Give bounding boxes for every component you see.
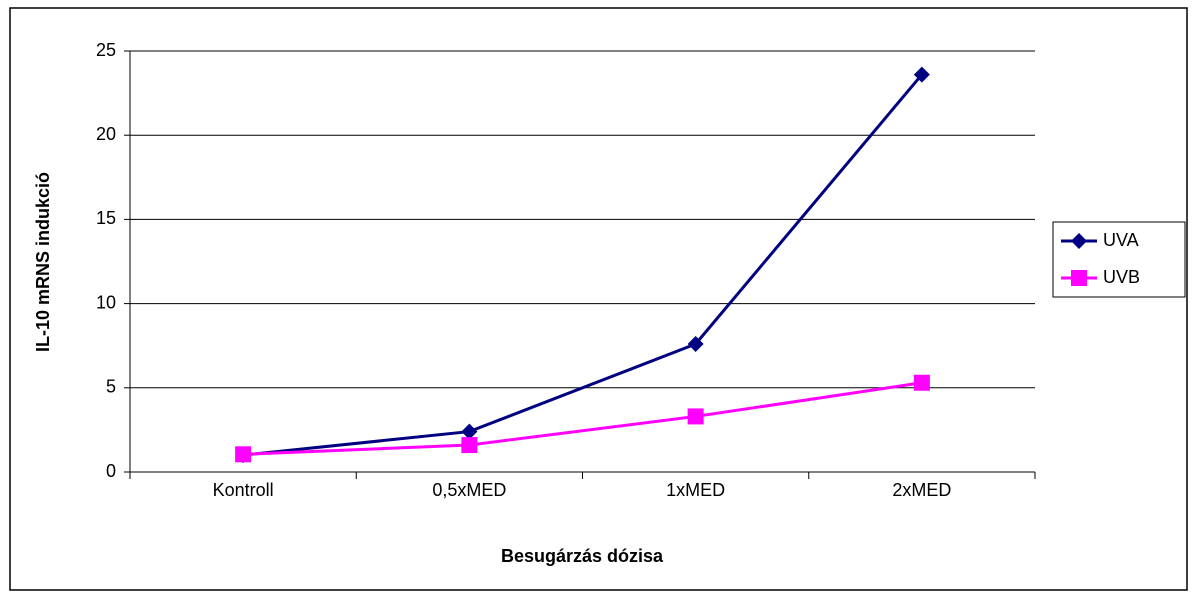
- series-line: [243, 381, 923, 456]
- x-tick-label: 1xMED: [666, 480, 725, 500]
- marker: [235, 446, 252, 463]
- marker: [913, 66, 930, 83]
- y-axis-label: IL-10 mRNS indukció: [33, 172, 53, 352]
- y-tick-label: 25: [96, 40, 116, 60]
- marker: [461, 423, 478, 440]
- y-tick-label: 0: [106, 461, 116, 481]
- marker: [913, 374, 930, 391]
- marker: [687, 408, 704, 425]
- y-tick-label: 15: [96, 208, 116, 228]
- y-tick-label: 10: [96, 292, 116, 312]
- y-tick-label: 20: [96, 124, 116, 144]
- x-tick-label: 2xMED: [892, 480, 951, 500]
- legend-label: UVA: [1103, 230, 1139, 250]
- x-tick-label: Kontroll: [213, 480, 274, 500]
- x-axis-label: Besugárzás dózisa: [501, 546, 664, 566]
- series-line: [242, 73, 924, 457]
- y-tick-label: 5: [106, 377, 116, 397]
- x-tick-label: 0,5xMED: [432, 480, 506, 500]
- marker: [1071, 233, 1087, 249]
- marker: [687, 336, 704, 353]
- legend-label: UVB: [1103, 267, 1140, 287]
- chart-border: [9, 7, 1188, 591]
- marker: [1071, 270, 1087, 286]
- marker: [461, 437, 478, 454]
